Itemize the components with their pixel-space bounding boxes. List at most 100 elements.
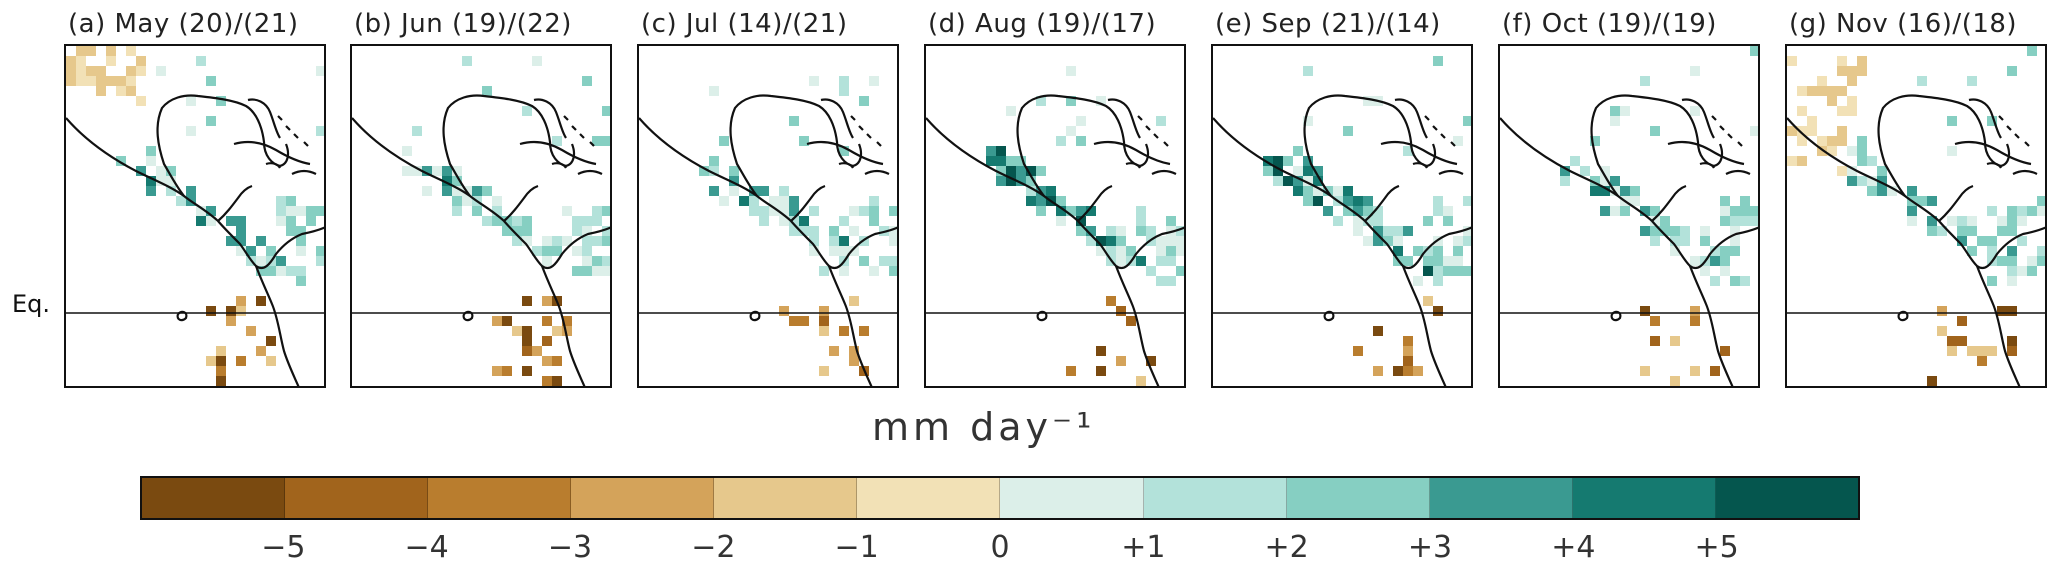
anomaly-cell: [1303, 196, 1313, 206]
anomaly-cell: [869, 216, 879, 226]
colorbar-segment: [1143, 478, 1287, 518]
anomaly-cell: [1393, 226, 1403, 236]
anomaly-cell: [482, 86, 492, 96]
anomaly-cell: [522, 346, 532, 356]
anomaly-cell: [1640, 366, 1650, 376]
anomaly-cells: [66, 46, 324, 386]
anomaly-cell: [2007, 256, 2017, 266]
anomaly-cell: [562, 236, 572, 246]
anomaly-cell: [1827, 136, 1837, 146]
anomaly-cell: [1096, 236, 1106, 246]
anomaly-cell: [2007, 276, 2017, 286]
anomaly-cell: [452, 186, 462, 196]
anomaly-cell: [592, 236, 602, 246]
anomaly-cell: [552, 356, 562, 366]
anomaly-cell: [2037, 256, 2045, 266]
anomaly-cell: [709, 166, 719, 176]
anomaly-cell: [1907, 186, 1917, 196]
anomaly-cell: [316, 126, 324, 136]
anomaly-cell: [1927, 376, 1937, 386]
anomaly-cell: [1877, 186, 1887, 196]
anomaly-cell: [839, 216, 849, 226]
anomaly-cell: [1987, 206, 1997, 216]
coastline: [1093, 140, 1171, 166]
anomaly-cell: [226, 236, 236, 246]
anomaly-cell: [1156, 256, 1166, 266]
anomaly-cell: [1156, 246, 1166, 256]
anomaly-cell: [719, 136, 729, 146]
anomaly-cell: [2007, 226, 2017, 236]
anomaly-cell: [316, 256, 324, 266]
anomaly-cell: [246, 246, 256, 256]
anomaly-cell: [769, 206, 779, 216]
anomaly-cell: [1670, 376, 1680, 386]
anomaly-cell: [106, 46, 116, 56]
anomaly-cell: [1076, 226, 1086, 236]
anomaly-cell: [1303, 186, 1313, 196]
anomaly-cell: [1453, 266, 1463, 276]
anomaly-cell: [1066, 66, 1076, 76]
anomaly-cell: [582, 216, 592, 226]
anomaly-cell: [1273, 166, 1283, 176]
anomaly-cell: [1730, 226, 1740, 236]
anomaly-cell: [1650, 236, 1660, 246]
anomaly-cell: [1106, 296, 1116, 306]
anomaly-cell: [1847, 176, 1857, 186]
coastline: [1667, 140, 1745, 166]
anomaly-cell: [1847, 76, 1857, 86]
anomaly-cell: [1056, 136, 1066, 146]
anomaly-cell: [729, 166, 739, 176]
anomaly-cell: [1343, 186, 1353, 196]
anomaly-cell: [849, 226, 859, 236]
anomaly-cell: [809, 236, 819, 246]
anomaly-cell: [1333, 216, 1343, 226]
anomaly-cell: [136, 56, 146, 66]
anomaly-cell: [839, 76, 849, 86]
anomaly-cell: [296, 206, 306, 216]
anomaly-cell: [1126, 316, 1136, 326]
coastline: [2012, 169, 2038, 175]
anomaly-cell: [512, 216, 522, 226]
anomaly-cell: [96, 66, 106, 76]
anomaly-cell: [1957, 336, 1967, 346]
coastline: [1500, 117, 1758, 270]
units-label: mm day⁻¹: [872, 405, 1096, 449]
anomaly-cell: [779, 306, 789, 316]
coastline: [176, 310, 188, 322]
anomaly-cell: [1987, 346, 1997, 356]
anomaly-cell: [1660, 226, 1670, 236]
anomaly-cell: [1453, 246, 1463, 256]
colorbar-segment: [1429, 478, 1573, 518]
anomaly-cell: [1403, 226, 1413, 236]
anomaly-cell: [729, 186, 739, 196]
anomaly-cell: [1176, 246, 1184, 256]
anomaly-cell: [1403, 366, 1413, 376]
anomaly-cell: [1463, 236, 1471, 246]
map-svg: [1787, 46, 2045, 386]
anomaly-cell: [1086, 206, 1096, 216]
colorbar-tick-label: −1: [834, 530, 879, 565]
anomaly-cell: [1927, 196, 1937, 206]
coastline: [639, 117, 897, 270]
anomaly-cells: [986, 66, 1184, 386]
anomaly-cell: [869, 206, 879, 216]
coastline: [1954, 140, 2032, 166]
anomaly-cell: [276, 256, 286, 266]
anomaly-cell: [1857, 56, 1867, 66]
anomaly-cell: [286, 216, 296, 226]
anomaly-cell: [1403, 336, 1413, 346]
anomaly-cell: [1463, 196, 1471, 206]
anomaly-cell: [1146, 266, 1156, 276]
coastline: [1998, 115, 2030, 147]
anomaly-cell: [1740, 276, 1750, 286]
anomaly-cell: [1006, 106, 1016, 116]
anomaly-cell: [1690, 256, 1700, 266]
anomaly-cell: [1453, 256, 1463, 266]
anomaly-cell: [2037, 206, 2045, 216]
anomaly-cell: [1967, 76, 1977, 86]
anomaly-cell: [1847, 146, 1857, 156]
anomaly-cell: [316, 66, 324, 76]
colorbar-segment: [571, 478, 715, 518]
anomaly-cell: [1076, 136, 1086, 146]
anomaly-cell: [2007, 216, 2017, 226]
